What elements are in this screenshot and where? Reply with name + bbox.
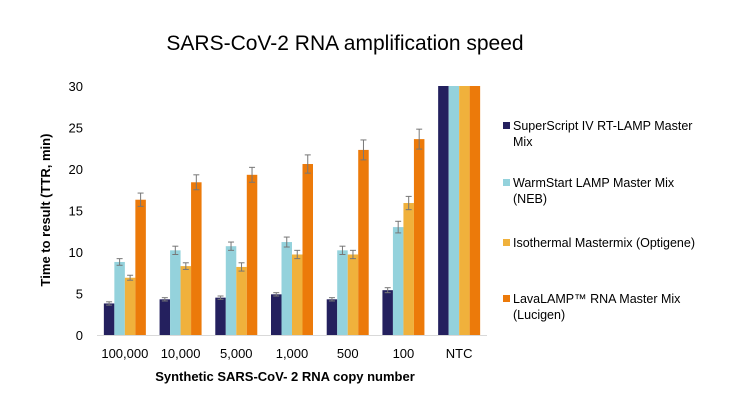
bar (382, 290, 393, 335)
x-tick-label: 100,000 (101, 346, 148, 361)
legend-label-line: Mix (513, 135, 533, 149)
x-tick-label: 5,000 (220, 346, 253, 361)
legend-swatch (503, 239, 510, 246)
bar (438, 86, 449, 335)
bar (114, 261, 125, 335)
y-axis-label: Time to result (TTR, min) (38, 134, 53, 287)
y-tick-label: 10 (69, 245, 83, 260)
bar (302, 164, 313, 335)
bar (392, 227, 404, 335)
bar (469, 86, 481, 335)
legend-label-line: (Lucigen) (513, 308, 565, 322)
x-tick-label: NTC (446, 346, 473, 361)
bars-group (103, 86, 481, 335)
bar (403, 203, 414, 335)
chart-title: SARS-CoV-2 RNA amplification speed (166, 32, 523, 55)
axes-group: 100,000 10,000 5,000 1,000 500 100 NTC 0 5 10 15 20… (69, 79, 487, 361)
x-tick-label: 100 (393, 346, 415, 361)
bar (225, 246, 237, 335)
bar (103, 303, 115, 335)
bar (459, 86, 470, 335)
y-tick-label: 30 (69, 79, 83, 94)
legend: SuperScript IV RT-LAMP Master Mix WarmStar… (503, 119, 695, 322)
legend-label: Isothermal Mastermix (Optigene) (513, 236, 695, 250)
bar (246, 174, 258, 335)
bar (124, 277, 136, 335)
bar (180, 266, 192, 335)
bar (215, 297, 226, 335)
bar (236, 266, 247, 335)
bar (170, 250, 181, 335)
x-tick-label: 10,000 (161, 346, 201, 361)
y-tick-label: 20 (69, 162, 83, 177)
legend-label: SuperScript IV RT-LAMP Master Mix (513, 119, 692, 149)
bar (281, 242, 292, 335)
y-tick-label: 15 (69, 204, 83, 219)
legend-label-line: (NEB) (513, 192, 547, 206)
bar (413, 139, 425, 335)
bar (347, 254, 359, 335)
bar (337, 250, 348, 335)
legend-swatch (503, 179, 510, 186)
bar (135, 199, 146, 335)
legend-label-line: LavaLAMP™ RNA Master Mix (513, 292, 681, 306)
x-tick-label: 1,000 (276, 346, 309, 361)
bar (448, 86, 460, 335)
bar (191, 182, 202, 335)
bar (271, 294, 282, 335)
legend-label-line: WarmStart LAMP Master Mix (513, 176, 675, 190)
bar (326, 299, 338, 335)
bar (358, 149, 369, 335)
legend-label-line: SuperScript IV RT-LAMP Master (513, 119, 692, 133)
legend-swatch (503, 122, 510, 129)
legend-swatch (503, 295, 510, 302)
legend-label: WarmStart LAMP Master Mix (NEB) (513, 176, 675, 206)
y-tick-label: 25 (69, 121, 83, 136)
x-tick-label: 500 (337, 346, 359, 361)
y-tick-label: 0 (76, 328, 83, 343)
x-axis-label: Synthetic SARS-CoV- 2 RNA copy number (155, 369, 415, 384)
bar (159, 299, 171, 335)
y-tick-label: 5 (76, 287, 83, 302)
legend-label: LavaLAMP™ RNA Master Mix (Lucigen) (513, 292, 681, 322)
bar (292, 254, 303, 335)
